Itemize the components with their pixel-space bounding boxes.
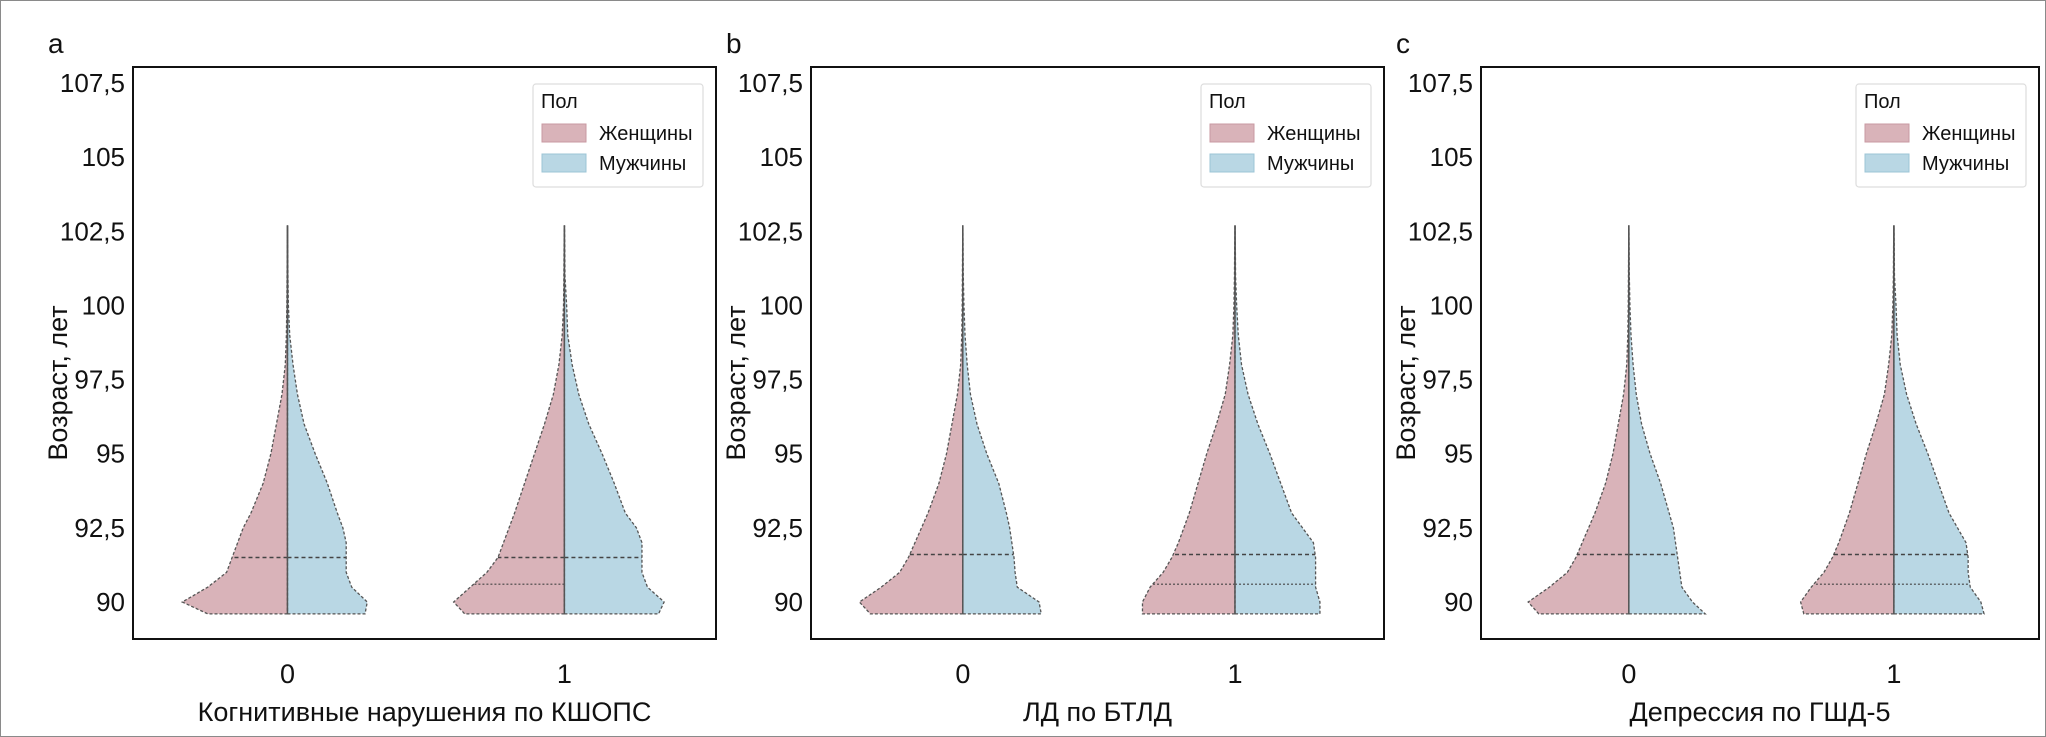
y-axis-label: Возраст, лет [1391,305,1421,460]
violin-half-female [1141,225,1236,615]
panel-letter: a [48,28,64,59]
violin-half-male [1234,225,1321,615]
y-tick-label: 105 [760,142,803,172]
violin-half-male [1628,225,1707,615]
x-axis-label: Когнитивные нарушения по КШОПС [198,697,652,727]
violin-half-female [452,225,566,615]
x-tick-label: 1 [1228,659,1243,689]
y-tick-label: 90 [774,587,803,617]
panel-a: a 90 92,5 95 97,5 100 102,5 105 107,5 0 1 Когнитивн… [43,28,717,727]
y-tick-label: 95 [96,439,125,469]
y-tick-label: 97,5 [74,365,125,395]
y-tick-label: 100 [760,290,803,320]
legend: Пол Женщины Мужчины [532,83,704,188]
x-tick-label: 0 [280,659,295,689]
panel-letter: b [726,28,742,59]
y-tick-label: 92,5 [1422,513,1473,543]
legend-label: Мужчины [1267,153,1354,175]
y-tick-label: 97,5 [1422,365,1473,395]
y-tick-label: 92,5 [74,513,125,543]
legend-swatch-male [1864,153,1910,173]
y-tick-label: 97,5 [752,365,803,395]
y-tick-label: 105 [82,142,125,172]
legend-swatch-female [541,123,587,143]
legend-label: Мужчины [599,153,686,175]
x-tick-label: 1 [1886,659,1901,689]
legend-label: Женщины [599,123,692,145]
legend-swatch-male [541,153,587,173]
legend: Пол Женщины Мужчины [1855,83,2027,188]
y-tick-label: 100 [82,290,125,320]
y-tick-label: 107,5 [1408,68,1473,98]
y-tick-label: 100 [1430,290,1473,320]
legend-label: Мужчины [1922,153,2009,175]
y-tick-label: 107,5 [60,68,125,98]
y-tick-label: 92,5 [752,513,803,543]
violin-half-female [1799,225,1895,615]
y-tick-label: 102,5 [60,216,125,246]
y-tick-label: 90 [1444,587,1473,617]
plot-frame [132,66,717,640]
violin-half-male [1893,225,1985,615]
violin-half-male [563,225,665,615]
violin-half-female [858,225,964,615]
legend-swatch-female [1864,123,1910,143]
y-tick-label: 107,5 [738,68,803,98]
plot-frame [810,66,1385,640]
violin-half-female [1527,225,1630,615]
y-tick-label: 105 [1430,142,1473,172]
y-axis-label: Возраст, лет [721,305,751,460]
x-axis-label: Депрессия по ГШД-5 [1630,697,1891,727]
legend-label: Женщины [1267,123,1360,145]
legend-title: Пол [1209,91,1246,113]
legend-title: Пол [541,91,578,113]
legend-title: Пол [1864,91,1901,113]
x-tick-label: 1 [557,659,572,689]
x-tick-label: 0 [955,659,970,689]
panel-b: b 90 92,5 95 97,5 100 102,5 105 107,5 0 1 ЛД по БТЛ… [721,28,1385,727]
legend-swatch-female [1209,123,1255,143]
legend-swatch-male [1209,153,1255,173]
y-tick-label: 95 [774,439,803,469]
y-axis-label: Возраст, лет [43,305,73,460]
plot-frame [1480,66,2040,640]
panel-c: c 90 92,5 95 97,5 100 102,5 105 107,5 0 1 Депрессия… [1391,28,2040,727]
x-tick-label: 0 [1621,659,1636,689]
violin-half-female [180,225,289,615]
legend-label: Женщины [1922,123,2015,145]
y-tick-label: 90 [96,587,125,617]
legend: Пол Женщины Мужчины [1200,83,1372,188]
violin-half-male [962,225,1043,615]
violin-half-male [286,225,368,615]
y-tick-label: 102,5 [1408,216,1473,246]
panel-letter: c [1396,28,1410,59]
x-axis-label: ЛД по БТЛД [1023,697,1172,727]
y-tick-label: 102,5 [738,216,803,246]
y-tick-label: 95 [1444,439,1473,469]
